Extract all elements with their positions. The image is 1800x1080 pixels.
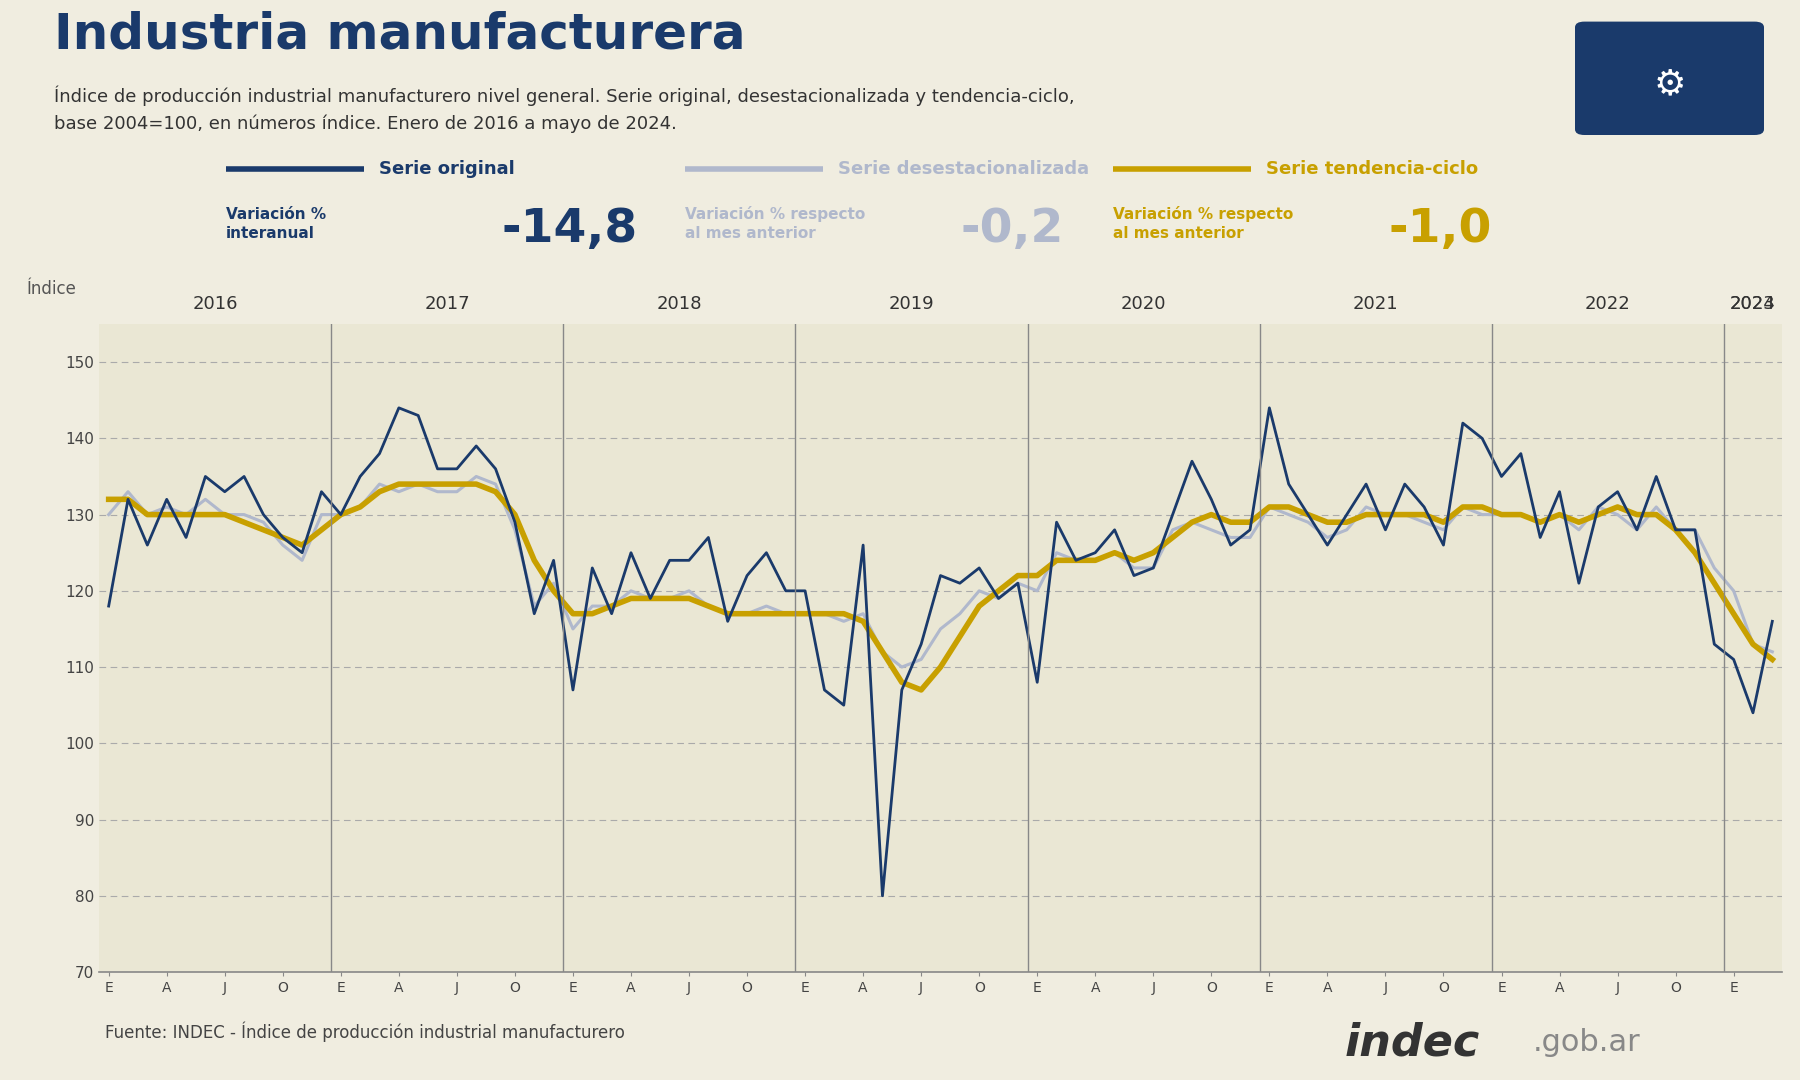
Text: 2023: 2023 (1730, 295, 1777, 312)
Y-axis label: Índice: Índice (27, 280, 77, 298)
Text: 2019: 2019 (889, 295, 934, 312)
Text: .gob.ar: .gob.ar (1534, 1028, 1642, 1057)
Text: indec: indec (1345, 1022, 1480, 1064)
Text: Variación % respecto
al mes anterior: Variación % respecto al mes anterior (684, 206, 866, 241)
Text: Fuente: INDEC - Índice de producción industrial manufacturero: Fuente: INDEC - Índice de producción ind… (104, 1022, 625, 1041)
FancyBboxPatch shape (1575, 22, 1764, 135)
Text: -0,2: -0,2 (961, 207, 1064, 253)
Text: -1,0: -1,0 (1388, 207, 1492, 253)
Text: -14,8: -14,8 (500, 207, 637, 253)
Text: 2024: 2024 (1730, 295, 1777, 312)
Text: Variación % respecto
al mes anterior: Variación % respecto al mes anterior (1112, 206, 1294, 241)
Text: 2021: 2021 (1354, 295, 1399, 312)
Text: Serie desestacionalizada: Serie desestacionalizada (837, 160, 1089, 178)
Text: 2020: 2020 (1121, 295, 1166, 312)
Text: 2018: 2018 (657, 295, 702, 312)
Text: Índice de producción industrial manufacturero nivel general. Serie original, des: Índice de producción industrial manufact… (54, 86, 1075, 133)
Text: Industria manufacturera: Industria manufacturera (54, 11, 745, 58)
Text: Serie original: Serie original (378, 160, 515, 178)
Text: Variación %
interanual: Variación % interanual (227, 207, 326, 241)
Text: 2016: 2016 (193, 295, 238, 312)
Text: 2022: 2022 (1586, 295, 1631, 312)
Text: 2017: 2017 (425, 295, 470, 312)
Text: ⚙: ⚙ (1654, 67, 1685, 100)
Text: Serie tendencia-ciclo: Serie tendencia-ciclo (1267, 160, 1478, 178)
